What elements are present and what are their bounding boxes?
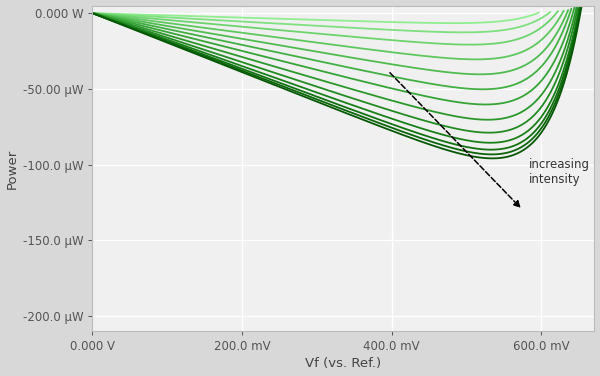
Text: increasing
intensity: increasing intensity xyxy=(529,158,590,186)
X-axis label: Vf (vs. Ref.): Vf (vs. Ref.) xyxy=(305,358,381,370)
Y-axis label: Power: Power xyxy=(5,148,19,188)
